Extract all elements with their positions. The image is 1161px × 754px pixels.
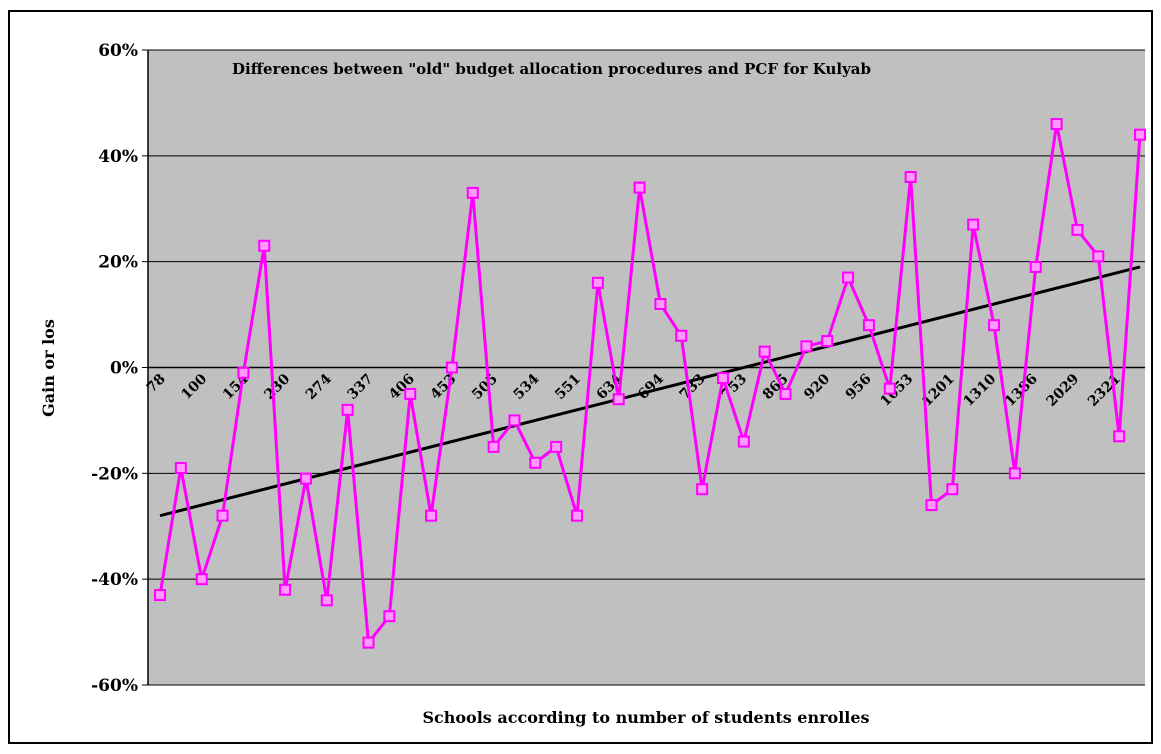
data-point — [862, 319, 875, 332]
data-point — [758, 345, 771, 358]
data-point — [988, 319, 1001, 332]
data-point — [487, 440, 500, 453]
data-point — [779, 387, 792, 400]
data-point — [696, 483, 709, 496]
data-point — [258, 239, 271, 252]
data-point — [529, 456, 542, 469]
y-tick-label: 20% — [98, 253, 138, 273]
data-point — [1050, 118, 1063, 131]
data-point — [1029, 260, 1042, 273]
data-point — [216, 509, 229, 522]
y-tick-label: -20% — [91, 464, 138, 484]
y-tick-label: 60% — [98, 41, 138, 61]
data-point — [445, 361, 458, 374]
data-point — [279, 583, 292, 596]
data-point — [883, 382, 896, 395]
data-point — [466, 186, 479, 199]
data-point — [800, 340, 813, 353]
data-point — [195, 573, 208, 586]
data-point — [654, 298, 667, 310]
y-axis-ticks: 60% 40% 20% 0% -20% -40% -60% — [91, 41, 148, 696]
series-line — [158, 123, 1142, 647]
chart-title: Differences between "old" budget allocat… — [232, 60, 871, 78]
data-point — [237, 366, 250, 379]
trendline — [159, 265, 1141, 518]
x-axis-label: Schools according to number of students … — [422, 708, 869, 727]
data-point — [946, 483, 959, 496]
data-point — [362, 636, 375, 649]
data-point — [383, 610, 396, 623]
y-tick-label: -40% — [91, 570, 138, 590]
data-point — [737, 435, 750, 448]
data-point — [821, 335, 834, 348]
data-point — [925, 499, 938, 512]
data-point — [299, 472, 312, 485]
data-point — [842, 271, 855, 284]
series-markers — [154, 118, 1146, 649]
data-point — [612, 393, 625, 406]
data-point — [716, 372, 729, 385]
data-point — [675, 329, 688, 342]
data-point — [633, 181, 646, 194]
data-point — [1113, 430, 1126, 443]
data-point — [154, 589, 166, 602]
data-point — [1134, 128, 1146, 141]
chart: 60%40%20%0%-20%-40%-60% 78 100 154 230 274 33… — [39, 41, 1146, 727]
y-axis-label: Gain or los — [39, 319, 58, 417]
data-point — [550, 440, 563, 453]
data-point — [904, 171, 917, 183]
data-point — [1071, 223, 1084, 236]
y-tick-label: 40% — [98, 147, 138, 167]
y-tick-label: 0% — [110, 359, 138, 379]
data-point — [341, 403, 354, 416]
data-point — [508, 414, 521, 427]
data-point — [174, 462, 187, 475]
data-point — [1008, 467, 1021, 480]
data-point — [320, 594, 333, 607]
data-point — [591, 276, 604, 289]
data-point — [571, 509, 584, 522]
y-tick-label: -60% — [91, 676, 138, 696]
data-point — [425, 509, 438, 522]
data-point — [404, 387, 417, 400]
data-point — [1092, 250, 1105, 263]
data-point — [967, 218, 980, 231]
chart-frame: 60% 40% 20% 0% -20% -40% -60% 78 100 154 230 274 33… — [8, 10, 1153, 744]
